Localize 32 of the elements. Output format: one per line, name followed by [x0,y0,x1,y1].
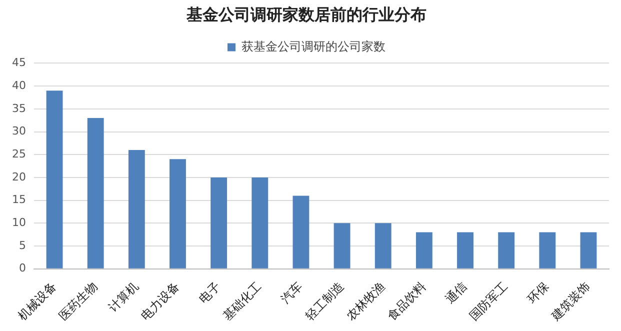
bar [498,232,515,268]
y-tick-label: 45 [12,56,26,70]
bar [580,232,597,268]
y-tick-label: 35 [12,102,26,115]
legend-label: 获基金公司调研的公司家数 [242,39,386,54]
bar [46,90,63,268]
chart-title: 基金公司调研家数居前的行业分布 [186,4,426,24]
x-tick-label: 医药生物 [56,279,100,324]
y-tick-label: 10 [12,216,26,230]
x-tick-label: 轻工制造 [302,279,346,324]
y-tick-label: 25 [12,147,26,160]
x-tick-label: 机械设备 [15,279,59,324]
bar [87,118,104,268]
y-tick-label: 20 [12,170,26,184]
bar [334,223,350,268]
x-tick-label: 农林牧渔 [344,279,388,324]
y-tick-label: 30 [12,124,26,138]
bar [210,177,228,268]
bar [374,223,392,268]
bar [457,232,474,268]
y-tick-label: 5 [18,238,26,252]
bar [252,177,268,268]
bar [539,232,556,268]
y-tick-label: 0 [18,262,26,275]
x-tick-label: 汽车 [278,279,306,306]
bar [170,159,186,268]
x-tick-label: 食品饮料 [384,279,429,324]
y-tick-label: 40 [12,78,26,92]
y-tick-label: 15 [12,193,26,206]
bar [416,232,432,268]
bar [128,150,145,268]
bar [292,196,310,268]
